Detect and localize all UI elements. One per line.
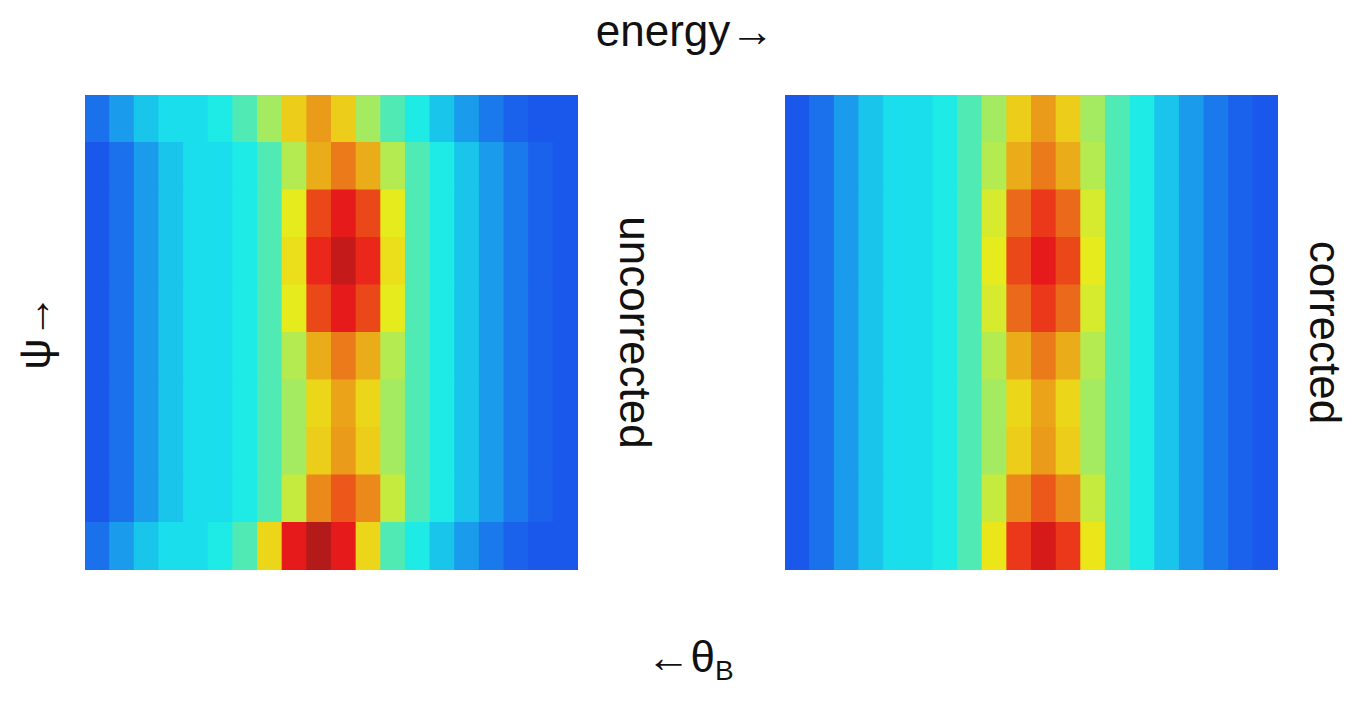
svg-text:←θB: ←θB bbox=[646, 632, 733, 686]
svg-text:corrected: corrected bbox=[1301, 241, 1350, 424]
svg-text:uncorrected: uncorrected bbox=[611, 216, 660, 448]
svg-text:ψ→: ψ→ bbox=[10, 294, 59, 369]
svg-text:energy→: energy→ bbox=[596, 6, 775, 55]
